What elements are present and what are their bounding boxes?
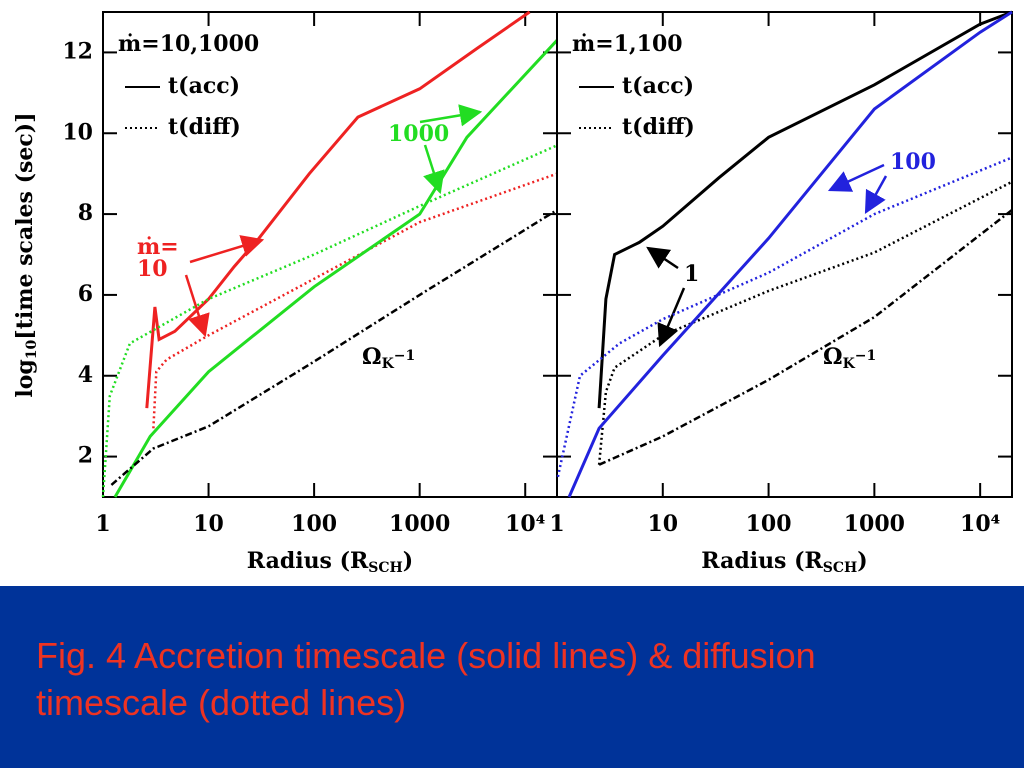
y-tick-label: 2: [78, 443, 93, 469]
arrow: [864, 175, 888, 214]
x-tick-label: 1: [95, 511, 110, 537]
label: ΩK−1: [823, 344, 876, 372]
label-part: ): [403, 548, 413, 574]
arrow: [827, 163, 885, 192]
label-part: −1: [855, 348, 876, 364]
series-line: [101, 144, 558, 498]
legend-label: t(acc): [622, 73, 694, 99]
arrow: [184, 274, 210, 338]
heading: ṁ=1,100: [572, 31, 683, 57]
label-part: SCH: [368, 560, 402, 576]
arrow: [657, 287, 686, 348]
label-part: SCH: [823, 560, 857, 576]
label-part: 10: [24, 339, 40, 359]
label-part: Ω: [823, 344, 843, 370]
series-line: [110, 208, 558, 486]
x-tick-label: 100: [291, 511, 337, 537]
label: Radius (RSCH): [701, 548, 867, 576]
y-tick-label: 10: [62, 119, 93, 145]
label-part: −1: [394, 348, 415, 364]
label-part: Radius (R: [247, 548, 369, 574]
label-part: ): [857, 548, 867, 574]
arrow: [189, 235, 265, 264]
series-line: [113, 39, 559, 498]
x-tick-label: 10: [647, 511, 678, 537]
x-tick-label: 1000: [844, 511, 905, 537]
series-line: [597, 180, 1013, 465]
x-tick-label: 1000: [389, 511, 450, 537]
label: Radius (RSCH): [247, 548, 413, 576]
x-tick-label: 1: [549, 511, 564, 537]
y-tick-label: 8: [78, 200, 93, 226]
background: [0, 0, 1024, 586]
annotation: 1: [684, 261, 699, 287]
series-line: [556, 156, 1013, 478]
y-tick-label: 6: [78, 281, 93, 307]
caption: Fig. 4 Accretion timescale (solid lines)…: [36, 635, 816, 723]
label-part: K: [382, 356, 395, 372]
annotation: 1000: [388, 121, 449, 147]
label: ΩK−1: [362, 344, 415, 372]
series-line: [598, 209, 1013, 466]
arrows: [184, 104, 888, 348]
x-tick-label: 10: [193, 511, 224, 537]
label-part: K: [843, 356, 856, 372]
series-line: [145, 10, 531, 409]
annotation: ṁ=: [137, 234, 179, 260]
label-part: [time scales (sec)]: [12, 112, 38, 339]
arrow: [419, 104, 483, 127]
heading: ṁ=10,1000: [118, 31, 259, 57]
label-part: log: [12, 359, 38, 397]
plot-frame: [556, 11, 1013, 498]
y-tick-label: 4: [78, 362, 93, 388]
series-line: [567, 10, 1013, 498]
legend-label: t(acc): [168, 73, 240, 99]
label: log10[time scales (sec)]: [12, 112, 40, 397]
legend-label: t(diff): [622, 114, 695, 140]
series-line: [597, 10, 1013, 409]
x-tick-label: 10⁴: [960, 511, 1000, 537]
x-tick-label: 100: [746, 511, 792, 537]
arrow: [646, 246, 679, 270]
annotation: 100: [890, 149, 936, 175]
label-part: Radius (R: [701, 548, 823, 574]
x-tick-label: 10⁴: [505, 511, 545, 537]
series-line: [152, 172, 558, 429]
annotation: 10: [137, 256, 168, 282]
label-part: Ω: [362, 344, 382, 370]
legend-label: t(diff): [168, 114, 241, 140]
y-tick-label: 12: [62, 38, 93, 64]
